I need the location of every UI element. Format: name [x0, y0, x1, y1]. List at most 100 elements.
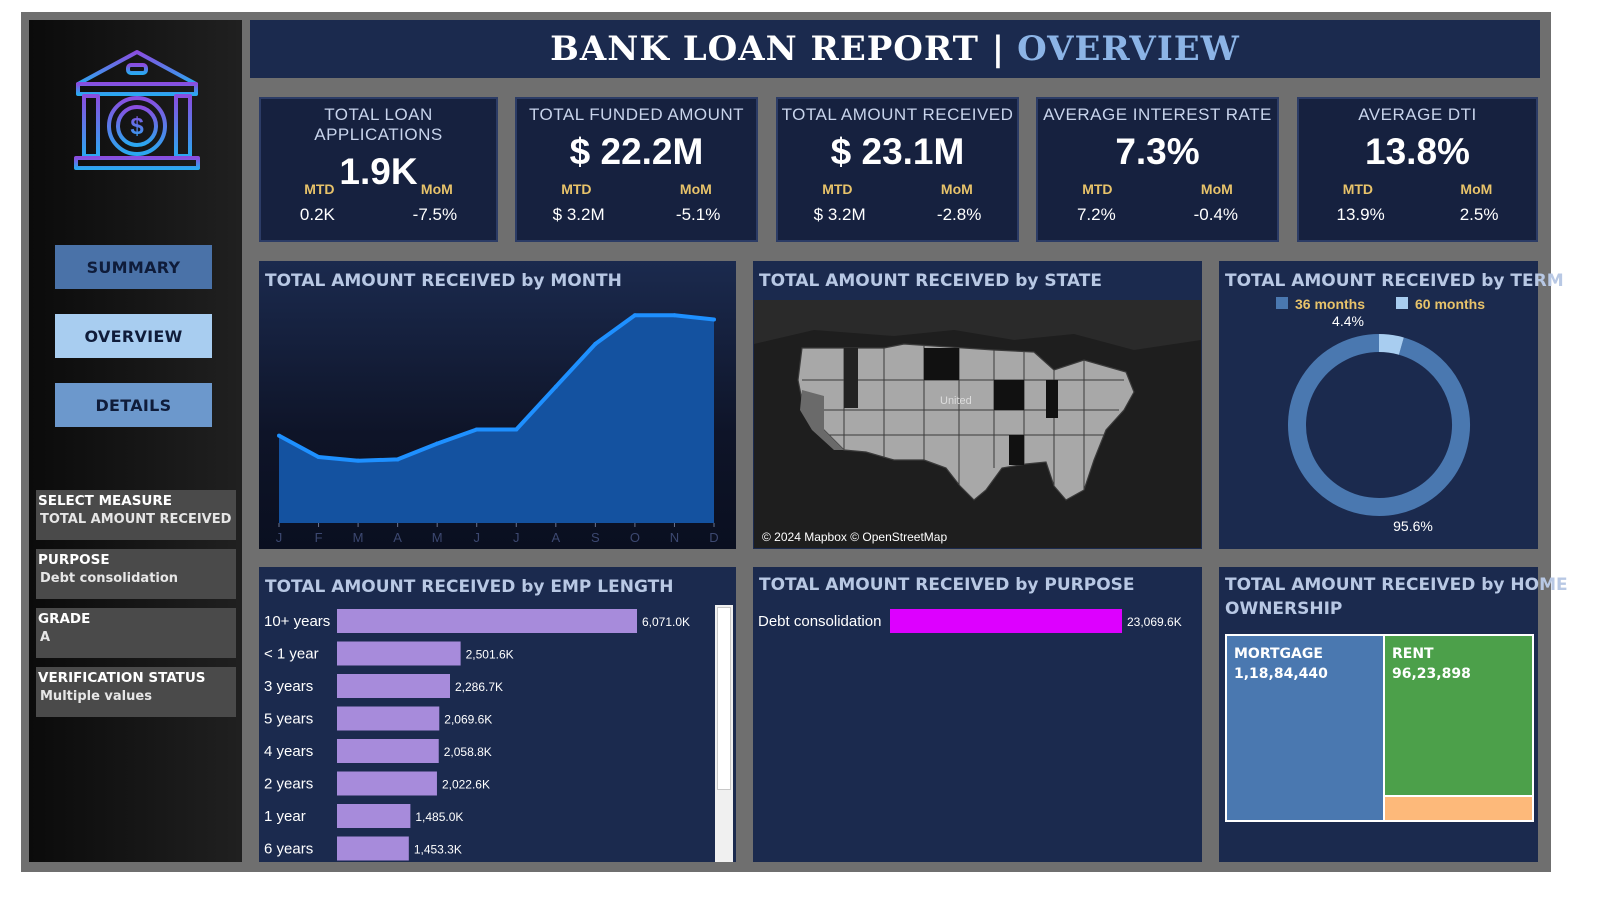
month-panel-title: TOTAL AMOUNT RECEIVED by MONTH	[265, 271, 622, 291]
kpi-mtd-value: 0.2K	[299, 205, 335, 224]
month-point[interactable]	[316, 455, 321, 459]
kpi-mom-value: -5.1%	[675, 205, 721, 224]
kpi-mtd-value: 13.9%	[1336, 205, 1385, 224]
donut-slice-36[interactable]	[1288, 334, 1470, 516]
month-tick-label: J	[473, 530, 480, 545]
treemap-other[interactable]	[1385, 797, 1532, 820]
month-tick-label: M	[432, 530, 443, 545]
month-point[interactable]	[712, 317, 716, 322]
month-tick-label: M	[353, 530, 364, 545]
emp-category-label: 3 years	[264, 678, 313, 695]
emp-category-label: 2 years	[264, 776, 313, 793]
month-point[interactable]	[632, 313, 637, 318]
filter-title: VERIFICATION STATUS	[38, 670, 206, 686]
verification-status-filter[interactable]: VERIFICATION STATUS Multiple values	[36, 667, 236, 717]
emp-bar[interactable]	[337, 804, 411, 828]
scrollbar-thumb[interactable]	[717, 607, 731, 790]
month-point[interactable]	[395, 457, 400, 462]
emp-bar[interactable]	[337, 771, 437, 796]
kpi-mtd-value: $ 3.2M	[813, 205, 866, 224]
month-point[interactable]	[593, 341, 598, 346]
map-attribution: © 2024 Mapbox © OpenStreetMap	[762, 530, 947, 544]
purpose-bar[interactable]	[890, 609, 1122, 633]
filter-value: A	[40, 630, 51, 645]
emp-bar[interactable]	[337, 641, 461, 666]
summary-button[interactable]: SUMMARY	[55, 245, 212, 289]
kpi-mom-label: MoM	[420, 181, 453, 197]
month-point[interactable]	[356, 458, 361, 463]
filter-title: SELECT MEASURE	[38, 493, 172, 509]
kpi-mom-label: MoM	[679, 181, 712, 197]
legend-label: 36 months	[1295, 296, 1365, 312]
emp-bar[interactable]	[337, 739, 439, 763]
overview-button[interactable]: OVERVIEW	[55, 314, 212, 358]
svg-text:$: $	[130, 113, 144, 140]
kpi-card-funded: TOTAL FUNDED AMOUNT $ 22.2M MTD MoM $ 3.2…	[515, 97, 758, 242]
grade-filter[interactable]: GRADE A	[36, 608, 236, 658]
emp-bar[interactable]	[337, 674, 450, 698]
kpi-card-interest: AVERAGE INTEREST RATE 7.3% MTD MoM 7.2% -0…	[1036, 97, 1279, 242]
filter-value: TOTAL AMOUNT RECEIVED	[40, 512, 232, 527]
term-panel: TOTAL AMOUNT RECEIVED by TERM 36 months 6…	[1219, 261, 1564, 549]
home-panel-title-1: TOTAL AMOUNT RECEIVED by HOME	[1225, 575, 1568, 595]
emp-category-label: 4 years	[264, 743, 313, 760]
emp-scrollbar[interactable]	[715, 605, 733, 862]
legend-swatch	[1276, 297, 1288, 309]
emp-category-label: 6 years	[264, 841, 313, 858]
kpi-title: TOTAL LOAN APPLICATIONS	[314, 105, 443, 144]
donut-slice-60[interactable]	[1378, 334, 1404, 355]
page-title: BANK LOAN REPORT | OVERVIEW	[250, 20, 1540, 78]
kpi-mtd-label: MTD	[1082, 181, 1113, 197]
kpi-value: $ 23.1M	[830, 131, 965, 172]
month-tick-label: J	[513, 530, 520, 545]
filter-value: Debt consolidation	[40, 571, 179, 586]
kpi-mtd-value: $ 3.2M	[552, 205, 605, 224]
kpi-title: AVERAGE INTEREST RATE	[1043, 105, 1272, 124]
purpose-panel: TOTAL AMOUNT RECEIVED by PURPOSE Debt co…	[753, 567, 1202, 862]
emp-bar[interactable]	[337, 836, 409, 861]
filter-value: Multiple values	[40, 689, 152, 704]
state-dark-1	[924, 348, 959, 380]
month-point[interactable]	[672, 313, 677, 318]
kpi-mtd-label: MTD	[561, 181, 592, 197]
map-label: United	[940, 395, 972, 407]
kpi-mtd-label: MTD	[304, 181, 335, 197]
term-panel-title: TOTAL AMOUNT RECEIVED by TERM	[1225, 271, 1564, 291]
emp-value-label: 2,069.6K	[444, 713, 492, 727]
kpi-mtd-value: 7.2%	[1076, 205, 1116, 224]
state-dark-5	[844, 348, 858, 408]
emp-panel-title: TOTAL AMOUNT RECEIVED by EMP LENGTH	[265, 577, 674, 597]
donut-label-60: 4.4%	[1332, 313, 1364, 329]
emp-value-label: 2,501.6K	[466, 648, 514, 662]
treemap-rent[interactable]: RENT 96,23,898	[1385, 636, 1532, 795]
month-tick-label: J	[276, 530, 283, 545]
us-state-map[interactable]: United © 2024 Mapbox © OpenStreetMap	[754, 300, 1201, 548]
filter-title: PURPOSE	[38, 552, 110, 568]
kpi-mom-value: -0.4%	[1193, 205, 1239, 224]
month-area-fill	[279, 315, 714, 523]
emp-value-label: 2,286.7K	[455, 680, 503, 694]
month-point[interactable]	[277, 433, 281, 438]
purpose-value-label: 23,069.6K	[1127, 615, 1182, 629]
treemap-mortgage[interactable]: MORTGAGE 1,18,84,440	[1227, 636, 1383, 820]
emp-bar[interactable]	[337, 609, 637, 633]
treemap-label: MORTGAGE	[1234, 646, 1323, 662]
home-ownership-treemap: MORTGAGE 1,18,84,440 RENT 96,23,898	[1225, 634, 1534, 822]
emp-bar[interactable]	[337, 706, 440, 731]
kpi-card-received: TOTAL AMOUNT RECEIVED $ 23.1M MTD MoM $ 3…	[776, 97, 1019, 242]
purpose-filter[interactable]: PURPOSE Debt consolidation	[36, 549, 236, 599]
month-point[interactable]	[435, 441, 440, 446]
kpi-mtd-label: MTD	[1342, 181, 1374, 197]
month-point[interactable]	[553, 384, 558, 389]
details-button[interactable]: DETAILS	[55, 383, 212, 427]
month-point[interactable]	[474, 427, 479, 432]
month-tick-label: D	[709, 530, 718, 545]
month-tick-label: N	[670, 530, 679, 545]
month-series-line	[278, 313, 715, 463]
select-measure-filter[interactable]: SELECT MEASURE TOTAL AMOUNT RECEIVED	[36, 490, 236, 540]
kpi-card-applications: TOTAL LOAN APPLICATIONS 1.9K MTD MoM 0.2K…	[259, 97, 498, 242]
map-land-north	[754, 300, 1201, 350]
kpi-title: TOTAL FUNDED AMOUNT	[528, 105, 745, 124]
month-point[interactable]	[514, 427, 519, 432]
